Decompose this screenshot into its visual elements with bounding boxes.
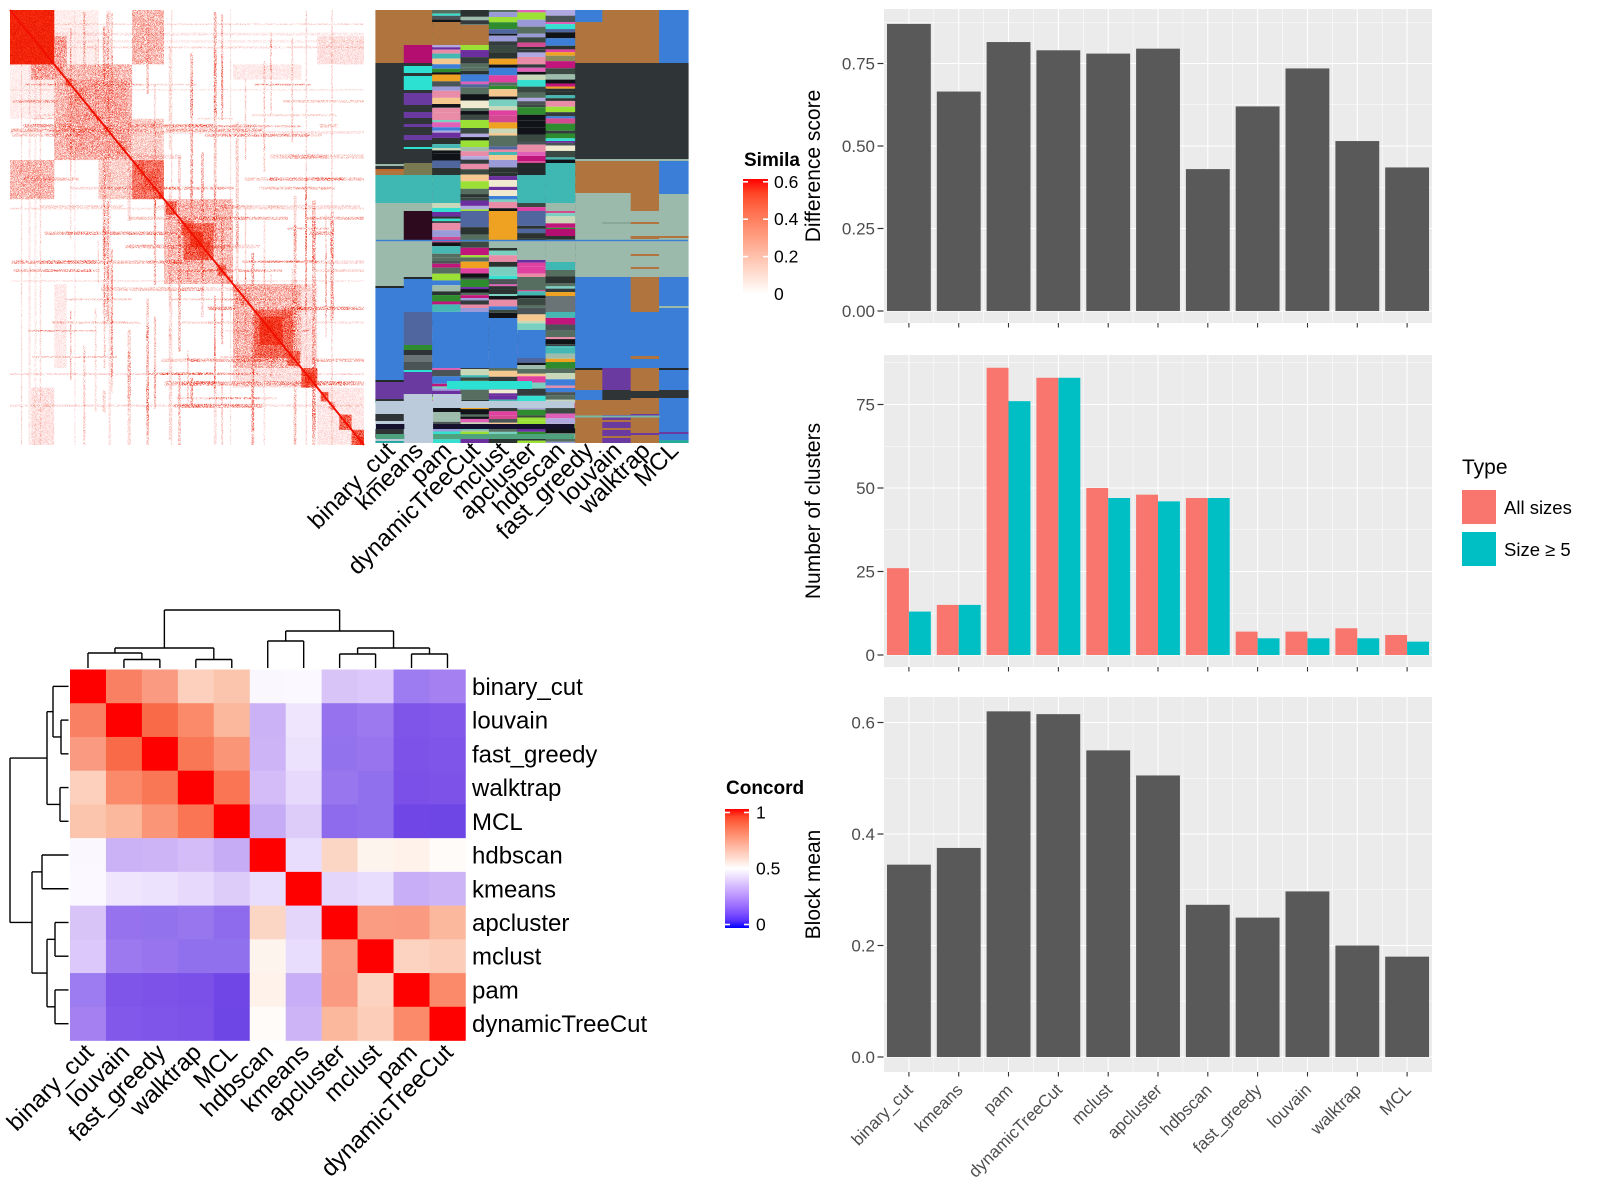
svg-text:kmeans: kmeans [472,876,556,903]
svg-text:Block mean: Block mean [802,830,825,940]
svg-text:0.25: 0.25 [842,220,875,239]
svg-text:Concord: Concord [726,778,804,799]
svg-text:Difference score: Difference score [802,90,825,243]
svg-text:walktrap: walktrap [471,775,561,802]
svg-text:fast_greedy: fast_greedy [472,741,597,768]
svg-text:0.2: 0.2 [851,937,875,956]
svg-text:25: 25 [856,563,875,582]
svg-text:0.4: 0.4 [851,825,875,844]
svg-text:0.75: 0.75 [842,55,875,74]
svg-text:mclust: mclust [472,944,542,971]
svg-text:All sizes: All sizes [1504,497,1572,518]
svg-text:dynamicTreeCut: dynamicTreeCut [472,1011,648,1038]
svg-text:0: 0 [756,915,766,935]
svg-text:hdbscan: hdbscan [472,843,563,870]
svg-text:louvain: louvain [472,708,548,735]
svg-text:Number of clusters: Number of clusters [802,423,825,599]
svg-text:0.5: 0.5 [756,859,780,879]
svg-text:75: 75 [856,396,875,415]
svg-text:Simila: Simila [744,150,800,171]
svg-text:0.6: 0.6 [851,714,875,733]
svg-text:apcluster: apcluster [472,910,569,937]
svg-text:Size ≥ 5: Size ≥ 5 [1504,539,1571,560]
svg-text:0.2: 0.2 [774,247,798,267]
svg-text:0.50: 0.50 [842,137,875,156]
svg-text:Type: Type [1462,456,1508,479]
svg-text:0.6: 0.6 [774,172,798,192]
svg-text:binary_cut: binary_cut [472,674,583,701]
svg-text:0: 0 [866,646,875,665]
svg-text:0: 0 [774,284,784,304]
svg-text:0.00: 0.00 [842,302,875,321]
svg-text:0.4: 0.4 [774,209,799,229]
svg-text:pam: pam [472,977,519,1004]
svg-text:MCL: MCL [472,809,523,836]
svg-text:1: 1 [756,803,766,823]
svg-text:50: 50 [856,479,875,498]
svg-text:0.0: 0.0 [851,1048,875,1067]
